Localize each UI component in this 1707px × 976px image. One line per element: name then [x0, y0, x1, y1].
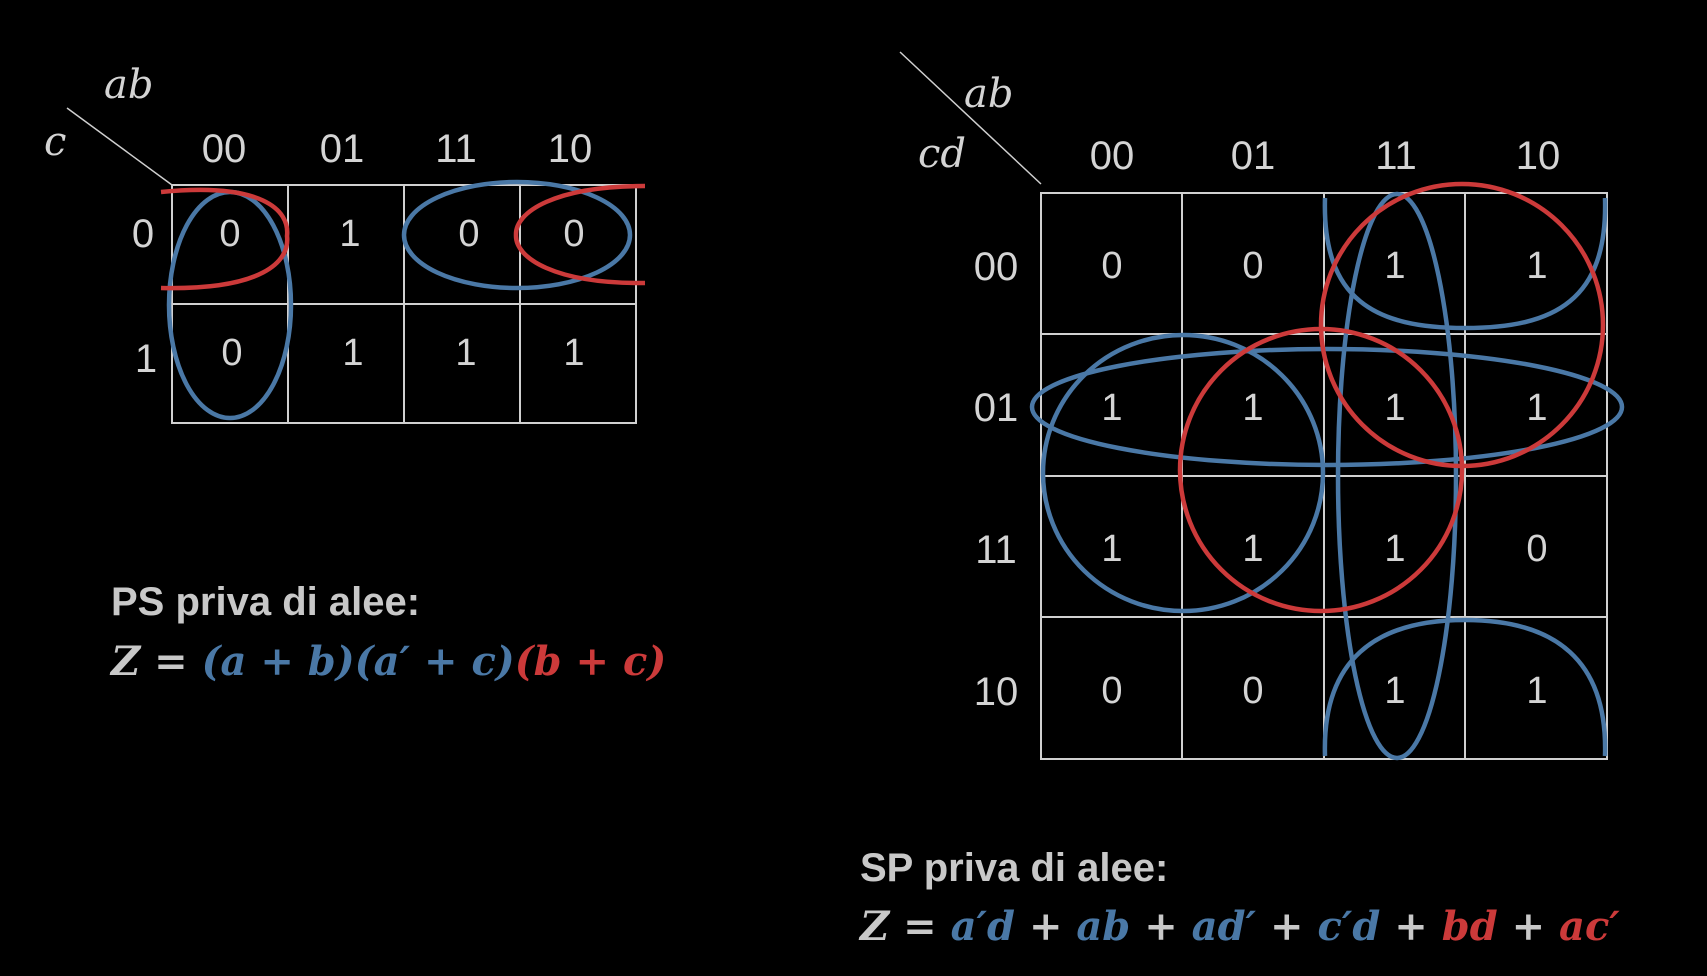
- right-col-header-1: 01: [1231, 134, 1276, 178]
- right-implicant-a-prime-d: [1040, 332, 1326, 614]
- formula-term: +: [1015, 903, 1076, 950]
- left-map: ab c 00 01 11 10 0 1 0 1 0 0 0 1 1 1: [44, 62, 646, 424]
- right-col-header-3: 10: [1516, 134, 1561, 178]
- formula-term: ab: [1076, 903, 1130, 950]
- left-cell: 0: [219, 213, 240, 255]
- right-cell: 1: [1101, 528, 1122, 570]
- right-cell: 0: [1242, 670, 1263, 712]
- left-col-header-3: 10: [548, 127, 593, 171]
- left-row-header-1: 1: [135, 337, 157, 381]
- right-row-header-3: 10: [974, 670, 1019, 714]
- right-row-header-1: 01: [974, 386, 1019, 430]
- formula-term: Z: [858, 903, 891, 950]
- left-implicant-a-prime-plus-c: [401, 179, 633, 291]
- left-cell: 1: [339, 213, 360, 255]
- left-col-header-2: 11: [435, 127, 477, 171]
- left-implicant-b-plus-c-left: [160, 187, 290, 291]
- right-implicant-c-prime-d: [1029, 346, 1625, 468]
- right-cell: 0: [1242, 245, 1263, 287]
- formula-term: (b + c): [515, 638, 667, 685]
- formula-term: =: [889, 903, 950, 950]
- right-formula: Z = a′d + ab + ad′ + c′d + bd + ac′: [858, 903, 1620, 950]
- left-cell: 0: [221, 332, 242, 374]
- formula-term: =: [140, 638, 201, 685]
- left-map-col-var: ab: [104, 62, 153, 108]
- right-cell: 1: [1384, 245, 1405, 287]
- right-map-col-var: ab: [964, 71, 1013, 117]
- left-cell: 0: [458, 213, 479, 255]
- right-cell: 0: [1101, 245, 1122, 287]
- right-cell: 1: [1101, 387, 1122, 429]
- left-cell: 1: [342, 332, 363, 374]
- right-cell: 1: [1242, 528, 1263, 570]
- left-formula: Z = (a + b)(a′ + c)(b + c): [109, 638, 666, 685]
- left-cell: 1: [563, 332, 584, 374]
- formula-term: +: [1130, 903, 1191, 950]
- right-cells: 0 0 1 1 1 1 1 1 1 1 1 0 0 0 1 1: [1101, 245, 1547, 712]
- right-cell: 0: [1101, 670, 1122, 712]
- formula-term: a′d: [951, 903, 1015, 950]
- right-cell: 1: [1526, 245, 1547, 287]
- right-map: ab cd 00 01 11 10 00 01 11 10 0 0 1 1 1 …: [899, 51, 1625, 761]
- left-caption: PS priva di alee:: [111, 580, 420, 624]
- right-implicant-ad-prime-bottom: [1322, 617, 1608, 757]
- right-implicant-ac-prime: [1318, 181, 1606, 469]
- formula-term: c′d: [1317, 903, 1380, 950]
- formula-term: +: [1256, 903, 1317, 950]
- right-cell: 1: [1384, 528, 1405, 570]
- left-col-header-0: 00: [202, 127, 247, 171]
- left-implicant-b-plus-c-right: [513, 183, 646, 286]
- right-cell: 1: [1384, 670, 1405, 712]
- formula-term: ad′: [1192, 903, 1257, 950]
- formula-term: +: [1498, 903, 1559, 950]
- right-caption: SP priva di alee:: [860, 846, 1168, 890]
- formula-term: +: [1380, 903, 1441, 950]
- right-col-header-0: 00: [1090, 134, 1135, 178]
- right-col-header-2: 11: [1375, 134, 1417, 178]
- left-cell: 1: [455, 332, 476, 374]
- left-row-header-0: 0: [132, 212, 154, 256]
- right-cell: 1: [1526, 670, 1547, 712]
- right-cell: 1: [1384, 387, 1405, 429]
- left-map-corner-divider: [66, 107, 173, 186]
- right-cell: 0: [1526, 528, 1547, 570]
- right-row-header-2: 11: [975, 528, 1017, 572]
- formula-term: bd: [1442, 903, 1498, 950]
- right-implicant-ab: [1335, 191, 1459, 761]
- formula-term: Z: [109, 638, 142, 685]
- left-map-row-var: c: [44, 119, 66, 165]
- right-cell: 1: [1242, 387, 1263, 429]
- right-map-row-var: cd: [918, 131, 966, 177]
- right-cell: 1: [1526, 387, 1547, 429]
- left-cell: 0: [563, 213, 584, 255]
- right-row-header-0: 00: [974, 245, 1019, 289]
- formula-term: ac′: [1559, 903, 1620, 950]
- formula-term: (a + b)(a′ + c): [202, 638, 515, 685]
- right-map-corner-divider: [899, 51, 1042, 185]
- left-col-header-1: 01: [320, 127, 365, 171]
